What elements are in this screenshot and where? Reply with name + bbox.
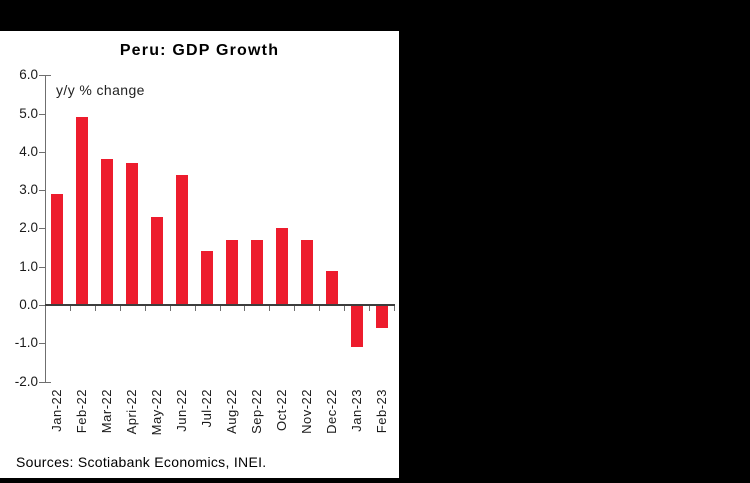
x-tick <box>294 306 296 311</box>
y-tick <box>39 305 45 306</box>
x-tick-label-text: Apri-22 <box>124 389 140 435</box>
y-tick-label: 6.0 <box>19 67 38 83</box>
x-tick <box>344 306 346 311</box>
x-tick-label-text: Oct-22 <box>273 389 289 432</box>
x-tick-label-text: Aug-22 <box>223 389 239 434</box>
x-tick-label-text: Nov-22 <box>298 389 314 434</box>
x-tick-label-text: Feb-22 <box>74 389 90 434</box>
bar-May-22 <box>151 216 164 305</box>
bar-Mar-22 <box>101 159 114 305</box>
x-tick <box>394 306 395 311</box>
y-tick <box>39 151 45 153</box>
bar-Jan-22 <box>51 193 64 305</box>
x-tick-label-text: Mar-22 <box>99 389 115 434</box>
y-tick <box>39 266 45 268</box>
bar-Jul-22 <box>201 251 214 305</box>
y-tick <box>39 113 45 115</box>
bar-Jun-22 <box>176 174 189 305</box>
y-tick-label: -1.0 <box>14 335 38 351</box>
x-tick <box>169 306 171 311</box>
bar-Aug-22 <box>225 239 238 305</box>
bar-Jan-23 <box>350 305 363 348</box>
x-tick-label-text: Jun-22 <box>174 389 190 432</box>
y-axis-bottom-cap <box>45 381 51 383</box>
x-tick-label-text: Dec-22 <box>323 389 339 434</box>
bar-Oct-22 <box>275 228 288 305</box>
plot-area: 6.0 5.0 4.0 3.0 2.0 1.0 0.0 -1.0 -2.0 Jan-22 Feb-2… <box>0 31 399 478</box>
x-tick-label-text: Feb-23 <box>373 389 389 434</box>
x-tick <box>69 306 71 311</box>
chart-panel: Peru: GDP Growth y/y % change 6.0 5.0 4.0 3… <box>0 31 399 478</box>
x-tick-label-text: Sep-22 <box>248 389 264 434</box>
bar-Dec-22 <box>325 270 338 305</box>
y-tick <box>39 343 45 345</box>
bar-Sep-22 <box>250 239 263 305</box>
y-axis-top-cap <box>45 75 51 77</box>
bar-Feb-23 <box>375 305 388 328</box>
y-axis-unit-annotation: y/y % change <box>56 82 145 98</box>
bar-Feb-22 <box>76 117 89 305</box>
x-tick <box>219 306 221 311</box>
x-tick <box>45 306 46 311</box>
x-tick-label-text: Jan-23 <box>348 389 364 432</box>
x-tick <box>94 306 96 311</box>
chart-title: Peru: GDP Growth <box>119 42 280 59</box>
y-tick-label: 0.0 <box>19 297 38 312</box>
y-tick-label: -2.0 <box>14 373 38 389</box>
y-tick-label: 1.0 <box>19 258 38 274</box>
y-tick-label: 2.0 <box>19 220 38 236</box>
x-tick <box>319 306 321 311</box>
x-tick-label-text: Jul-22 <box>199 389 215 428</box>
y-tick <box>39 190 45 192</box>
x-tick <box>194 306 196 311</box>
x-tick <box>244 306 246 311</box>
y-tick-label: 3.0 <box>19 182 38 198</box>
bar-Apri-22 <box>126 163 139 305</box>
y-tick-label: 4.0 <box>19 143 38 159</box>
x-tick-label-text: May-22 <box>149 389 165 436</box>
x-tick <box>119 306 121 311</box>
x-tick-label-text: Jan-22 <box>49 389 65 432</box>
y-tick <box>39 228 45 230</box>
y-tick <box>39 381 45 383</box>
y-tick-label: 5.0 <box>19 105 38 121</box>
y-axis-line <box>45 75 46 383</box>
source-note: Sources: Scotiabank Economics, INEI. <box>16 454 267 470</box>
bar-Nov-22 <box>300 239 313 305</box>
zero-line <box>45 304 395 306</box>
x-tick <box>369 306 371 311</box>
x-tick <box>269 306 271 311</box>
x-tick <box>144 306 146 311</box>
y-tick <box>39 75 45 77</box>
